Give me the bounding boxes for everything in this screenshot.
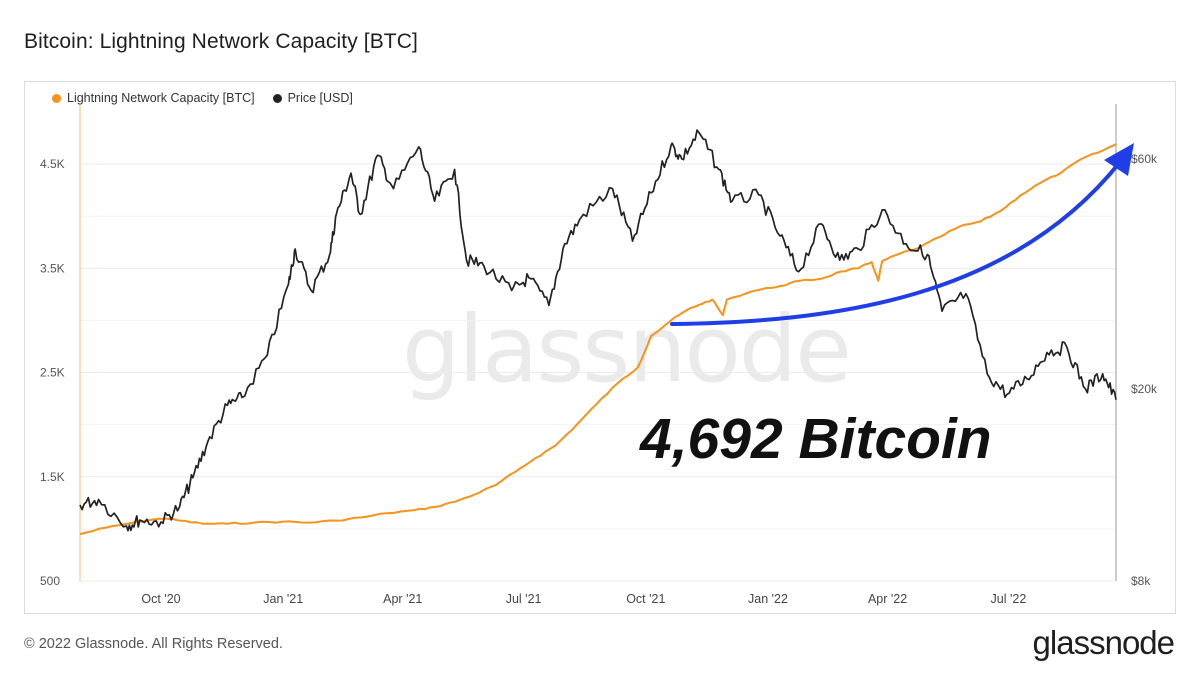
legend-dot-price	[272, 93, 282, 103]
legend-item-price[interactable]: Price [USD]	[272, 91, 353, 105]
legend-dot-capacity	[52, 93, 61, 103]
legend-item-capacity[interactable]: Lightning Network Capacity [BTC]	[52, 91, 255, 105]
watermark: glassnode	[402, 296, 852, 403]
callout-text: 4,692 Bitcoin	[640, 407, 992, 471]
footer-copyright: © 2022 Glassnode. All Rights Reserved.	[24, 636, 283, 652]
page-title: Bitcoin: Lightning Network Capacity [BTC…	[24, 30, 418, 53]
legend-label-capacity: Lightning Network Capacity [BTC]	[67, 91, 255, 105]
glassnode-logo[interactable]: glassnode	[1032, 624, 1175, 661]
legend: Lightning Network Capacity [BTC] Price […	[52, 91, 353, 105]
legend-label-price: Price [USD]	[287, 91, 353, 105]
